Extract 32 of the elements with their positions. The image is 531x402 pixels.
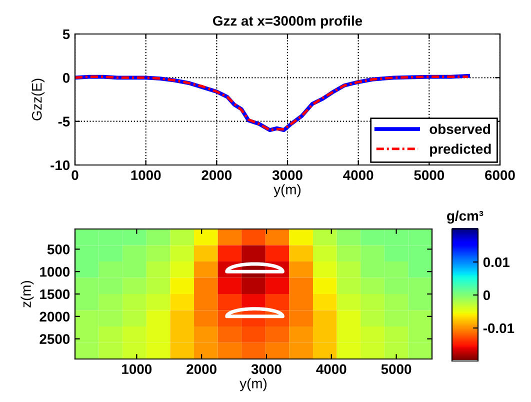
x-axis-title: y(m) — [240, 378, 267, 392]
y-tick-label: 500 — [47, 244, 70, 254]
x-tick-label: 2000 — [186, 364, 216, 374]
x-tick-label: 1000 — [131, 170, 161, 180]
color-bar-label: 0 — [483, 290, 490, 300]
y-tick-label: -5 — [58, 116, 70, 127]
x-tick-label: 4000 — [343, 170, 374, 180]
y-tick-label: 0 — [62, 73, 70, 83]
x-tick-label: 6000 — [485, 170, 515, 180]
x-tick-label: 3000 — [272, 170, 302, 180]
legend-label: observed — [430, 124, 490, 134]
x-tick-label: 1000 — [122, 364, 152, 374]
x-tick-label: 5000 — [381, 364, 412, 374]
y-axis-title: z(m) — [20, 280, 34, 308]
x-tick-label: 5000 — [414, 170, 444, 180]
x-axis-title: y(m) — [274, 184, 301, 198]
y-tick-label: 2000 — [40, 312, 70, 322]
x-tick-label: 3000 — [251, 364, 282, 374]
color-bar-title: g/cm³ — [447, 210, 484, 224]
color-bar-label: 0.01 — [483, 257, 510, 268]
color-bar-label: -0.01 — [483, 323, 514, 334]
y-tick-label: 1000 — [40, 266, 70, 277]
y-tick-label: -10 — [50, 160, 70, 170]
y-tick-label: 5 — [62, 29, 70, 40]
x-tick-label: 0 — [72, 170, 78, 180]
legend-label: predicted — [430, 144, 491, 157]
chart-title: Gzz at x=3000m profile — [213, 16, 362, 29]
x-tick-label: 2000 — [202, 170, 232, 180]
y-tick-label: 1500 — [40, 289, 70, 300]
y-axis-title: Gzz(E) — [32, 78, 45, 120]
y-tick-label: 2500 — [40, 334, 70, 344]
x-tick-label: 4000 — [316, 364, 346, 374]
